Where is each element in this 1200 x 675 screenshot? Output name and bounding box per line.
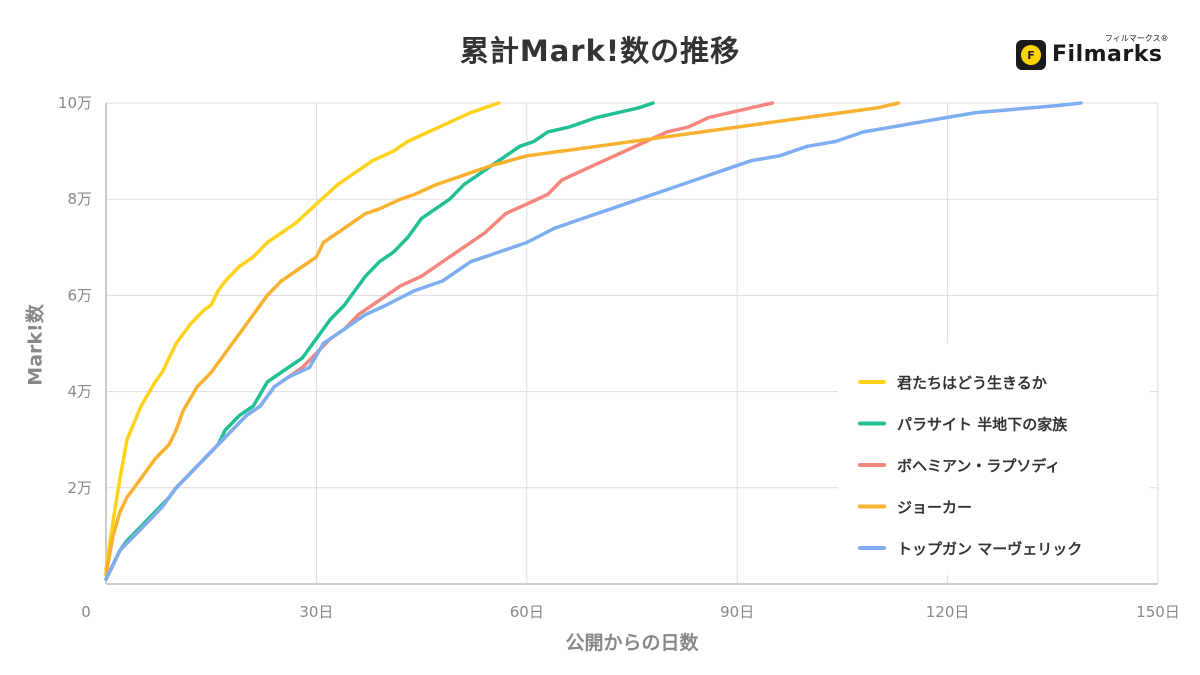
y-tick-label: 2万 <box>67 479 92 497</box>
legend-label: 君たちはどう生きるか <box>897 374 1047 392</box>
x-tick-label: 0 <box>81 603 91 621</box>
series-line <box>104 101 775 581</box>
series-lines <box>104 101 1083 581</box>
legend-label: ジョーカー <box>897 499 972 517</box>
x-tick-label: 60日 <box>510 603 544 621</box>
y-tick-label: 10万 <box>58 94 92 112</box>
brand-name: Filmarks <box>1052 42 1163 67</box>
x-tick-label: 30日 <box>299 603 333 621</box>
series-line <box>104 101 501 572</box>
brand-text: フィルマークス® Filmarks <box>1052 34 1168 67</box>
legend-box <box>838 343 1150 575</box>
x-tick-label: 90日 <box>720 603 754 621</box>
legend-label: トップガン マーヴェリック <box>897 540 1082 558</box>
x-axis-label: 公開からの日数 <box>565 632 699 654</box>
x-tick-label: 120日 <box>926 603 970 621</box>
brand-logo: F フィルマークス® Filmarks <box>1016 34 1168 72</box>
series-line <box>104 101 1083 581</box>
legend-label: パラサイト 半地下の家族 <box>897 416 1068 434</box>
axes <box>105 103 1158 585</box>
x-tick-label: 150日 <box>1136 603 1180 621</box>
legend-label: ボヘミアン・ラプソディ <box>897 457 1060 475</box>
filmarks-sun-icon: F <box>1016 40 1046 70</box>
brand-kana: フィルマークス® <box>1104 34 1169 43</box>
y-tick-label: 6万 <box>67 286 92 304</box>
series-line <box>104 101 901 577</box>
brand-icon-glyph: F <box>1021 45 1041 65</box>
chart-title: 累計Mark!数の推移 <box>459 34 741 68</box>
y-tick-label: 8万 <box>67 190 92 208</box>
y-tick-label: 4万 <box>67 383 92 401</box>
tick-labels: 2万 4万 6万 8万 10万 0 30日 60日 90日 120日 150日 <box>58 94 1180 621</box>
